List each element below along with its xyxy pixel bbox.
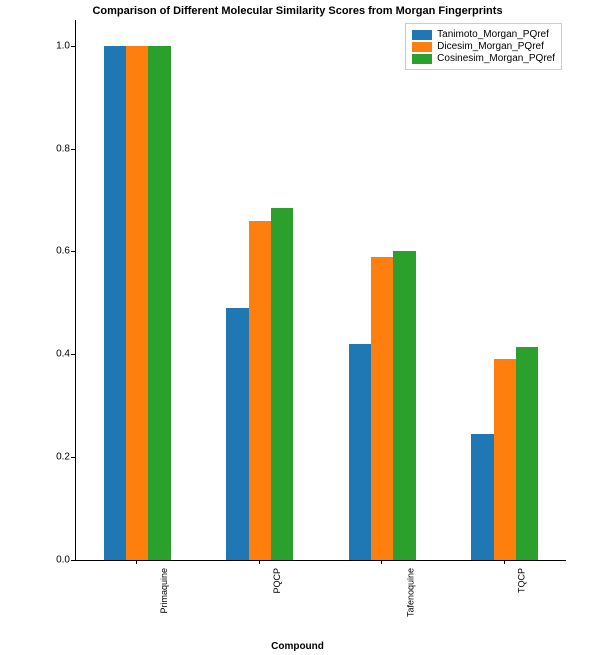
y-tick-mark <box>71 46 75 47</box>
bar <box>471 434 493 560</box>
x-tick-mark <box>504 560 505 564</box>
bar <box>393 251 415 560</box>
y-tick-mark <box>71 354 75 355</box>
legend: Tanimoto_Morgan_PQrefDicesim_Morgan_PQre… <box>405 23 562 70</box>
x-tick-label: PQCP <box>272 568 282 594</box>
x-tick-mark <box>259 560 260 564</box>
bar <box>249 221 271 560</box>
bar <box>516 347 538 560</box>
x-axis-label: Compound <box>0 641 595 652</box>
y-tick-mark <box>71 457 75 458</box>
bar <box>226 308 248 560</box>
bar <box>126 46 148 560</box>
bar <box>494 359 516 560</box>
chart-title: Comparison of Different Molecular Simila… <box>0 5 595 17</box>
y-tick-label: 0.0 <box>45 555 70 566</box>
x-tick-mark <box>136 560 137 564</box>
x-tick-mark <box>381 560 382 564</box>
x-tick-label: TQCP <box>516 568 526 593</box>
bar <box>271 208 293 560</box>
y-tick-label: 0.6 <box>45 246 70 257</box>
y-tick-label: 1.0 <box>45 40 70 51</box>
legend-item: Dicesim_Morgan_PQref <box>412 41 555 52</box>
y-tick-mark <box>71 251 75 252</box>
legend-label: Cosinesim_Morgan_PQref <box>437 53 555 64</box>
legend-item: Cosinesim_Morgan_PQref <box>412 53 555 64</box>
x-tick-label: Primaquine <box>159 568 169 614</box>
bar <box>371 257 393 560</box>
y-tick-mark <box>71 149 75 150</box>
legend-swatch <box>412 30 432 40</box>
x-tick-label: Tafenoquine <box>406 568 416 617</box>
y-tick-label: 0.2 <box>45 452 70 463</box>
legend-swatch <box>412 42 432 52</box>
legend-swatch <box>412 54 432 64</box>
bar <box>349 344 371 560</box>
legend-item: Tanimoto_Morgan_PQref <box>412 29 555 40</box>
y-tick-mark <box>71 560 75 561</box>
y-tick-label: 0.4 <box>45 349 70 360</box>
bar <box>104 46 126 560</box>
bar <box>148 46 170 560</box>
y-tick-label: 0.8 <box>45 143 70 154</box>
legend-label: Dicesim_Morgan_PQref <box>437 41 544 52</box>
plot-area <box>75 20 566 561</box>
legend-label: Tanimoto_Morgan_PQref <box>437 29 549 40</box>
